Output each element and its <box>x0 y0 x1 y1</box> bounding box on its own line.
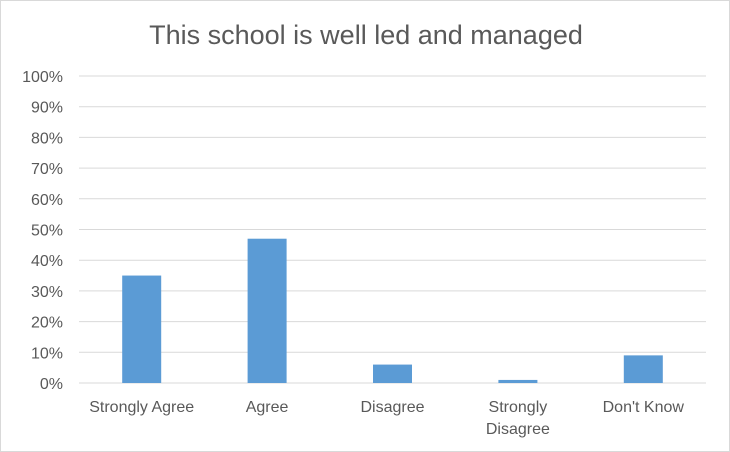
x-tick-label: Agree <box>246 399 289 416</box>
y-tick-label: 90% <box>31 100 63 117</box>
x-tick-label: Strongly Agree <box>89 399 194 416</box>
bar <box>247 238 287 383</box>
y-tick-label: 40% <box>31 253 63 270</box>
gridlines <box>79 75 706 384</box>
y-axis-ticks: 0% 10% 20% 30% 40% 50% 60% 70% 80% 90% 100% <box>22 69 63 393</box>
x-tick-label: Disagree <box>360 399 424 416</box>
y-tick-label: 60% <box>31 192 63 209</box>
y-tick-label: 80% <box>31 130 63 147</box>
y-tick-label: 20% <box>31 315 63 332</box>
y-tick-label: 50% <box>31 223 63 240</box>
bar <box>498 379 538 383</box>
bar <box>373 364 412 383</box>
bar <box>623 355 663 383</box>
chart-title: This school is well led and managed <box>149 20 583 50</box>
y-tick-label: 100% <box>22 69 63 86</box>
y-tick-label: 0% <box>40 376 63 393</box>
y-tick-label: 10% <box>31 345 63 362</box>
x-axis-ticks: Strongly Agree Agree Disagree Strongly Disag… <box>89 399 684 438</box>
bars <box>122 238 663 383</box>
y-tick-label: 30% <box>31 284 63 301</box>
x-tick-label: Don't Know <box>603 399 685 416</box>
y-tick-label: 70% <box>31 161 63 178</box>
x-tick-label: Strongly Disagree <box>486 399 550 438</box>
bar <box>122 275 162 383</box>
